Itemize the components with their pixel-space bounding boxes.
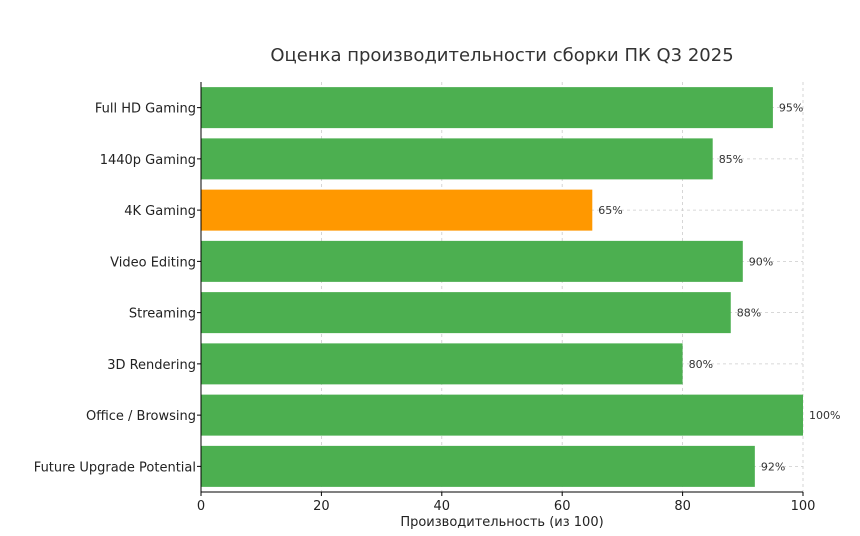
x-tick-label: 100 (791, 499, 816, 514)
bar (201, 189, 593, 231)
data-label: 92% (761, 460, 785, 473)
bar (201, 394, 803, 436)
data-label: 95% (779, 102, 803, 115)
category-label: 1440p Gaming (100, 153, 196, 168)
category-label: Streaming (129, 307, 196, 322)
category-label: Office / Browsing (86, 409, 196, 424)
x-tick-label: 20 (313, 499, 330, 514)
bar (201, 343, 683, 385)
bar (201, 240, 743, 282)
category-label: Future Upgrade Potential (34, 460, 196, 475)
category-label: Full HD Gaming (95, 102, 196, 117)
data-label: 80% (689, 358, 713, 371)
data-label: 88% (737, 307, 761, 320)
x-tick-label: 40 (434, 499, 451, 514)
bar (201, 138, 713, 180)
bar (201, 87, 773, 129)
bars: 95% 85% 65% 90% 88% 80% 100% 92% (201, 87, 840, 487)
data-label: 90% (749, 255, 773, 268)
x-tick-label: 80 (674, 499, 691, 514)
bar (201, 445, 755, 487)
x-axis-label: Производительность (из 100) (400, 515, 603, 530)
category-label: Video Editing (110, 255, 196, 270)
category-label: 3D Rendering (107, 358, 196, 373)
data-label: 65% (598, 204, 622, 217)
chart-title: Оценка производительности сборки ПК Q3 2… (270, 45, 733, 66)
x-tick-label: 0 (197, 499, 205, 514)
axes: Full HD Gaming 1440p Gaming 4K Gaming Video… (34, 82, 816, 514)
category-label: 4K Gaming (124, 204, 196, 219)
data-label: 100% (809, 409, 840, 422)
data-label: 85% (719, 153, 743, 166)
bar (201, 292, 731, 334)
x-tick-label: 60 (554, 499, 571, 514)
